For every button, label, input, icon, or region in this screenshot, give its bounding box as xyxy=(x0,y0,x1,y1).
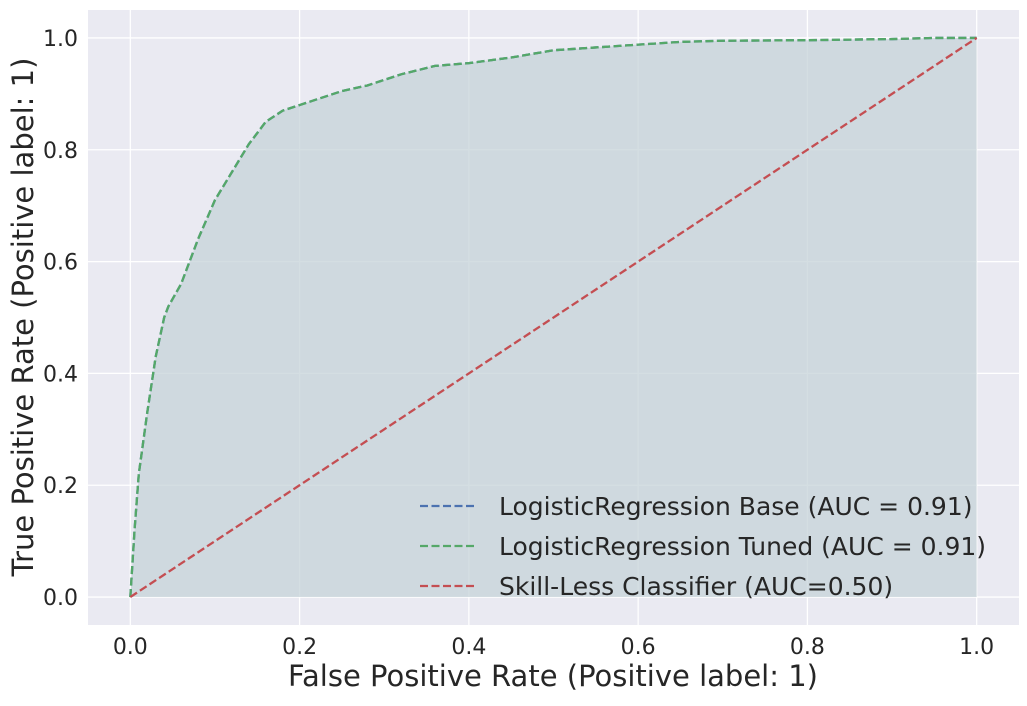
legend: LogisticRegression Base (AUC = 0.91) Logi… xyxy=(420,492,986,601)
x-tick-label: 0.0 xyxy=(113,635,148,660)
legend-label-tuned: LogisticRegression Tuned (AUC = 0.91) xyxy=(499,532,986,561)
series-line-skill-less xyxy=(129,36,978,599)
y-axis-title: True Positive Rate (Positive label: 1) xyxy=(6,58,40,578)
y-tick-label: 0.2 xyxy=(43,474,78,499)
x-tick-label: 0.2 xyxy=(282,635,317,660)
x-tick-label: 0.6 xyxy=(621,635,656,660)
y-tick-label: 1.0 xyxy=(43,27,78,52)
x-tick-label: 1.0 xyxy=(959,635,994,660)
x-tick-labels: 0.0 0.2 0.4 0.6 0.8 1.0 xyxy=(113,635,994,660)
series-lines xyxy=(129,36,978,599)
x-axis-title: False Positive Rate (Positive label: 1) xyxy=(288,659,818,693)
x-tick-label: 0.8 xyxy=(790,635,825,660)
legend-label-skill-less: Skill-Less Classifier (AUC=0.50) xyxy=(499,572,893,601)
x-tick-label: 0.4 xyxy=(451,635,486,660)
y-tick-label: 0.8 xyxy=(43,139,78,164)
legend-label-base: LogisticRegression Base (AUC = 0.91) xyxy=(499,492,973,521)
y-tick-label: 0.0 xyxy=(43,586,78,611)
y-tick-labels: 0.0 0.2 0.4 0.6 0.8 1.0 xyxy=(43,27,78,611)
y-tick-label: 0.4 xyxy=(43,362,78,387)
series-line-tuned xyxy=(129,36,977,598)
y-tick-label: 0.6 xyxy=(43,251,78,276)
